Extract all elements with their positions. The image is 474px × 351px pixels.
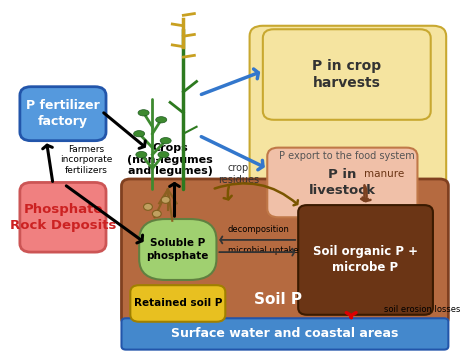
Ellipse shape: [156, 117, 167, 123]
Ellipse shape: [158, 152, 169, 158]
Circle shape: [144, 203, 153, 210]
Text: Soil organic P +
microbe P: Soil organic P + microbe P: [313, 245, 418, 274]
FancyBboxPatch shape: [267, 148, 418, 217]
Text: soil erosion losses: soil erosion losses: [384, 305, 461, 314]
FancyBboxPatch shape: [121, 179, 448, 325]
FancyBboxPatch shape: [298, 205, 433, 315]
Text: P export to the food system: P export to the food system: [279, 151, 415, 161]
Text: P in crop
harvests: P in crop harvests: [312, 59, 382, 90]
Text: P in
livestock: P in livestock: [309, 168, 376, 197]
Text: decomposition: decomposition: [228, 225, 289, 234]
Text: Soil P: Soil P: [255, 292, 302, 307]
FancyBboxPatch shape: [20, 183, 106, 252]
Text: Crops
(non-legumes
and legumes): Crops (non-legumes and legumes): [127, 143, 213, 177]
Text: Phosphate
Rock Deposits: Phosphate Rock Deposits: [10, 203, 116, 232]
FancyBboxPatch shape: [20, 87, 106, 141]
Text: Surface water and coastal areas: Surface water and coastal areas: [171, 327, 399, 340]
Text: manure: manure: [364, 169, 404, 179]
Ellipse shape: [134, 131, 145, 137]
FancyBboxPatch shape: [250, 26, 446, 339]
FancyBboxPatch shape: [263, 29, 431, 120]
Text: Farmers
incorporate
fertilizers: Farmers incorporate fertilizers: [60, 145, 112, 175]
Circle shape: [153, 210, 161, 217]
FancyBboxPatch shape: [139, 219, 217, 280]
Text: crop
residues: crop residues: [218, 163, 259, 185]
Text: P fertilizer
factory: P fertilizer factory: [26, 99, 100, 128]
FancyBboxPatch shape: [121, 318, 448, 350]
FancyBboxPatch shape: [130, 285, 225, 322]
Ellipse shape: [160, 138, 171, 144]
Ellipse shape: [138, 110, 149, 116]
Text: microbial uptake: microbial uptake: [228, 246, 298, 255]
Text: Soluble P
phosphate: Soluble P phosphate: [146, 238, 209, 261]
Ellipse shape: [136, 152, 147, 158]
Circle shape: [161, 197, 170, 203]
Text: Retained soil P: Retained soil P: [134, 298, 222, 309]
